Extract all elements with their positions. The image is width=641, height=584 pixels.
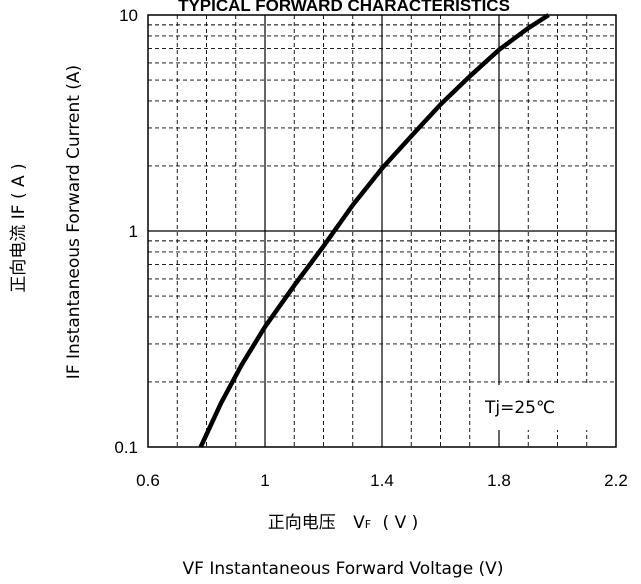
x-tick-label: 0.6 <box>136 471 160 490</box>
y-tick-label: 1 <box>129 222 138 241</box>
forward-current-curve <box>198 13 550 448</box>
tick-labels: 0.6 1 1.4 1.8 2.2 0.1 1 10 <box>114 6 627 490</box>
x-axis-label-en: VF Instantaneous Forward Voltage (V) <box>183 559 504 579</box>
x-axis-label-cn: 正向电压 VF ( V ) <box>268 513 418 533</box>
x-axis-label-symbol: V <box>353 513 365 533</box>
y-tick-label: 0.1 <box>114 438 138 457</box>
x-axis-label-unit: ( V ) <box>383 513 419 533</box>
y-axis-label-en: IF Instantaneous Forward Current (A) <box>64 65 84 379</box>
temperature-annotation: Tj=25℃ <box>484 398 555 418</box>
x-tick-label: 1.4 <box>370 471 394 490</box>
y-tick-label: 10 <box>119 6 138 25</box>
x-tick-label: 2.2 <box>604 471 628 490</box>
grid-lines <box>148 15 616 447</box>
chart-title: TYPICAL FORWARD CHARACTERISTICS <box>178 0 510 15</box>
series-layer <box>198 13 550 448</box>
x-axis-label-subscript: F <box>365 518 371 531</box>
y-axis-label-cn: 正向电流 IF ( A ) <box>9 163 29 292</box>
annotation-box <box>480 385 592 430</box>
x-tick-label: 1.8 <box>487 471 511 490</box>
x-axis-label-cn-text: 正向电压 <box>268 513 336 533</box>
plot-frame <box>147 14 617 448</box>
x-tick-label: 1 <box>260 471 269 490</box>
